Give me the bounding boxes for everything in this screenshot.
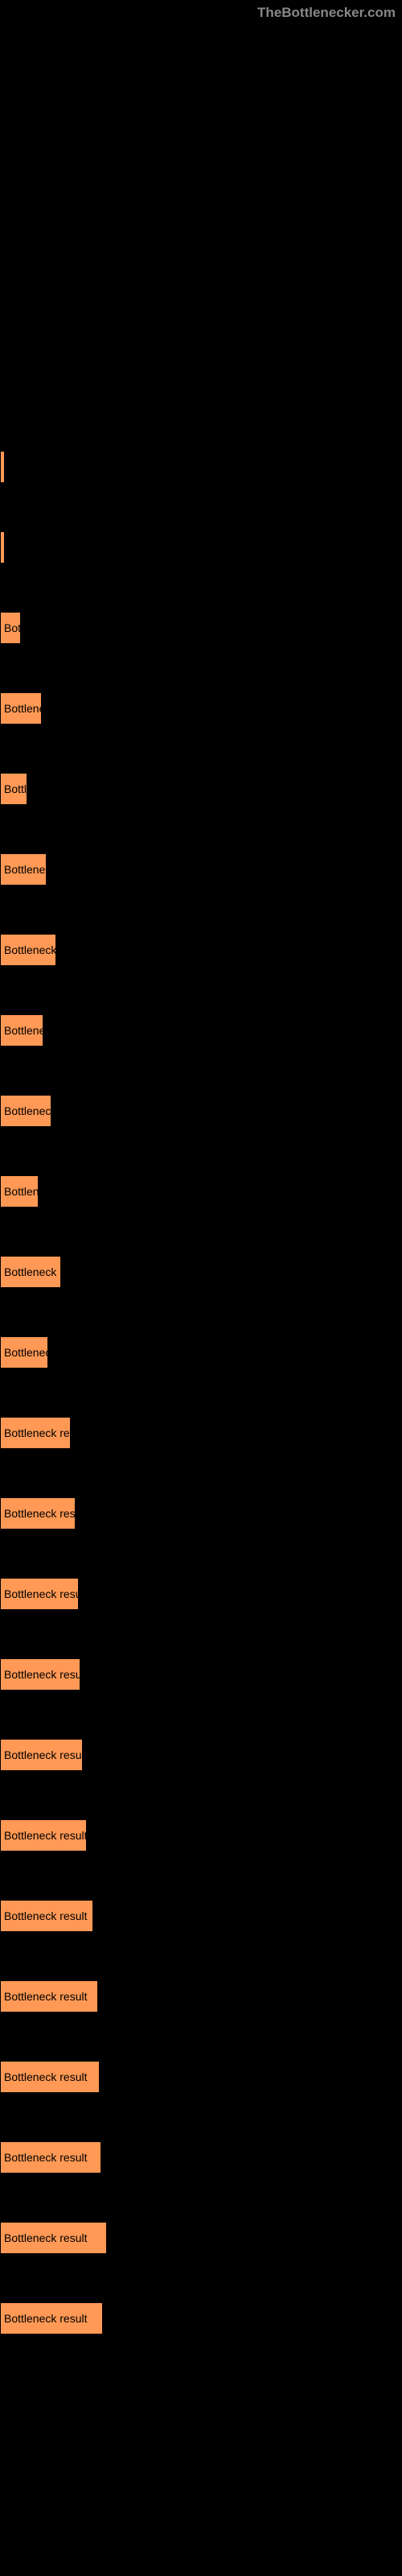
bar-label: Bottleneck result xyxy=(4,1748,83,1761)
chart-container: Bottl Bottleneck Bottler Bottleneck r Bottle… xyxy=(0,0,402,2415)
bar-row: Bottleneck result xyxy=(0,1739,402,1771)
bar-row: Bottleneck result xyxy=(0,2222,402,2254)
bar-label: Bottleneck result xyxy=(4,2231,88,2244)
bar-row: Bottleneck result xyxy=(0,1900,402,1932)
bar-row: Bottler xyxy=(0,773,402,805)
bar: Bottleneck re xyxy=(0,1095,51,1127)
bar-row xyxy=(0,531,402,564)
bar-label: Bottleneck resu xyxy=(4,1265,61,1278)
bar-label: Bottleneck r xyxy=(4,1346,48,1359)
bar: Bottler xyxy=(0,773,27,805)
bar-label: Bottleneck result xyxy=(4,1587,79,1600)
bar: Bottleneck xyxy=(0,1014,43,1046)
bar: Bottleneck res xyxy=(0,934,56,966)
bar xyxy=(0,451,5,483)
bar-row: Bottleneck result xyxy=(0,1578,402,1610)
bar-label: Bottleneck xyxy=(4,1024,43,1037)
bar-label: Bottleneck r xyxy=(4,863,47,876)
bar: Bottleneck result xyxy=(0,1658,80,1690)
bar-row: Bottleneck resu xyxy=(0,1256,402,1288)
bar: Bottlenec xyxy=(0,1175,39,1208)
bar: Bottleneck xyxy=(0,692,42,724)
bar: Bottleneck result xyxy=(0,2141,101,2174)
bar-label: Bottl xyxy=(4,621,21,634)
bar: Bottleneck r xyxy=(0,1336,48,1368)
bar-label: Bottleneck xyxy=(4,702,42,715)
bar-label: Bottleneck result xyxy=(4,1829,87,1842)
bar: Bottleneck result xyxy=(0,1739,83,1771)
bar-row: Bottleneck re xyxy=(0,1095,402,1127)
bar-row: Bottleneck result xyxy=(0,2061,402,2093)
bar-label: Bottleneck result xyxy=(4,2151,88,2164)
bar: Bottleneck result xyxy=(0,1819,87,1852)
bar-row: Bottleneck xyxy=(0,1014,402,1046)
bar-row: Bottlenec xyxy=(0,1175,402,1208)
bar: Bottleneck result xyxy=(0,1980,98,2013)
bar-row: Bottleneck result xyxy=(0,1980,402,2013)
bar-row: Bottleneck xyxy=(0,692,402,724)
bar-row: Bottleneck r xyxy=(0,853,402,886)
bar-label: Bottleneck result xyxy=(4,1990,88,2003)
bar: Bottleneck r xyxy=(0,853,47,886)
bar-label: Bottlenec xyxy=(4,1185,39,1198)
bar: Bottleneck result xyxy=(0,2061,100,2093)
bar: Bottleneck result xyxy=(0,2302,103,2334)
bar-label: Bottleneck result xyxy=(4,1909,88,1922)
bar: Bottleneck result xyxy=(0,1578,79,1610)
bar-label: Bottler xyxy=(4,782,27,795)
bar-label: Bottleneck result xyxy=(4,2312,88,2325)
bar-row xyxy=(0,451,402,483)
bar-row: Bottleneck res xyxy=(0,934,402,966)
bar: Bottleneck resu xyxy=(0,1256,61,1288)
bar-row: Bottleneck result xyxy=(0,1658,402,1690)
bar-label: Bottleneck res xyxy=(4,943,56,956)
bar-label: Bottleneck re xyxy=(4,1104,51,1117)
bar: Bottleneck result xyxy=(0,1900,93,1932)
bar: Bottl xyxy=(0,612,21,644)
bar-row: Bottl xyxy=(0,612,402,644)
bar: Bottleneck result xyxy=(0,2222,107,2254)
bar-row: Bottleneck result xyxy=(0,2302,402,2334)
bar-row: Bottleneck r xyxy=(0,1336,402,1368)
bar-label: Bottleneck result xyxy=(4,1426,71,1439)
bar-row: Bottleneck result xyxy=(0,2141,402,2174)
bar-label: Bottleneck result xyxy=(4,1668,80,1681)
bar-row: Bottleneck result xyxy=(0,1497,402,1530)
bar-label: Bottleneck result xyxy=(4,1507,76,1520)
bar: Bottleneck result xyxy=(0,1497,76,1530)
bar-label: Bottleneck result xyxy=(4,2070,88,2083)
bar-row: Bottleneck result xyxy=(0,1819,402,1852)
bar: Bottleneck result xyxy=(0,1417,71,1449)
bar xyxy=(0,531,5,564)
bar-row: Bottleneck result xyxy=(0,1417,402,1449)
